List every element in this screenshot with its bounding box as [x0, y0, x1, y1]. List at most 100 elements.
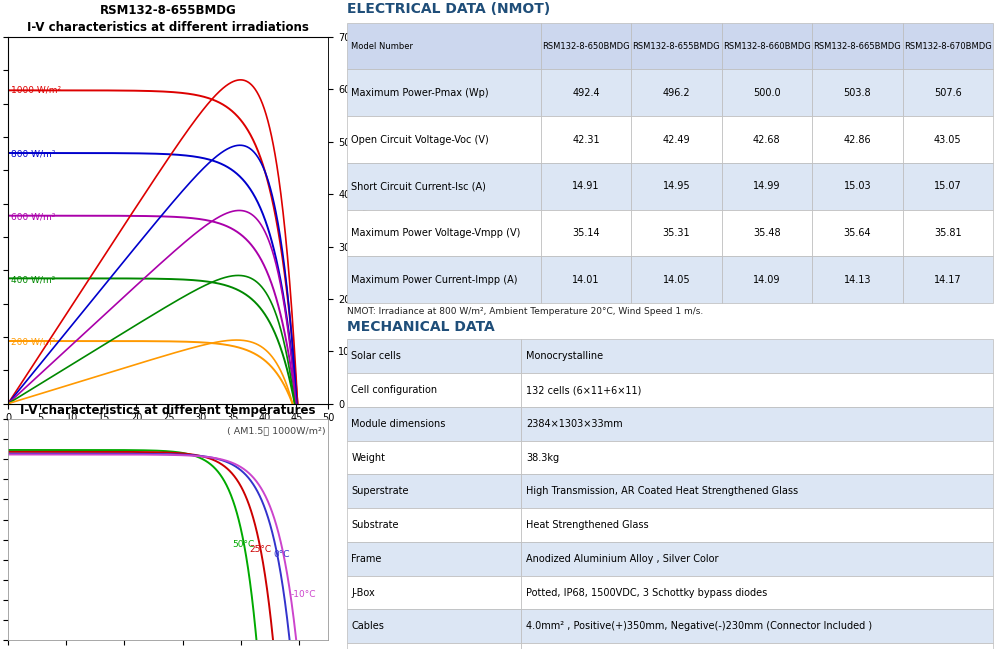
Text: 14.09: 14.09: [753, 275, 780, 285]
Text: 800 W/m²: 800 W/m²: [11, 150, 56, 159]
Text: Monocrystalline: Monocrystalline: [526, 351, 603, 361]
Bar: [521, 643, 993, 649]
Bar: [347, 576, 521, 609]
Bar: [902, 23, 993, 69]
Text: 38.3kg: 38.3kg: [526, 452, 559, 463]
Bar: [347, 373, 521, 407]
Text: 0°C: 0°C: [273, 550, 289, 559]
Text: 1000 W/m²: 1000 W/m²: [11, 86, 61, 95]
Text: J-Box: J-Box: [351, 587, 375, 598]
Text: 2384×1303×33mm: 2384×1303×33mm: [526, 419, 623, 429]
Text: ( AM1.5， 1000W/m²): ( AM1.5， 1000W/m²): [227, 426, 325, 435]
Bar: [347, 441, 521, 474]
Text: 35.14: 35.14: [572, 228, 600, 238]
Bar: [521, 407, 993, 441]
Text: RSM132-8-665BMDG: RSM132-8-665BMDG: [813, 42, 901, 51]
X-axis label: Voltage(V): Voltage(V): [141, 429, 196, 439]
Bar: [347, 210, 541, 256]
Bar: [521, 609, 993, 643]
Bar: [521, 508, 993, 542]
Bar: [521, 373, 993, 407]
Text: Solar cells: Solar cells: [351, 351, 401, 361]
Text: 14.01: 14.01: [572, 275, 600, 285]
Bar: [521, 474, 993, 508]
Bar: [347, 508, 521, 542]
Bar: [902, 163, 993, 210]
Text: Weight: Weight: [351, 452, 385, 463]
Bar: [347, 609, 521, 643]
Bar: [521, 542, 993, 576]
Bar: [631, 210, 722, 256]
Text: 400 W/m²: 400 W/m²: [11, 275, 56, 284]
Text: 492.4: 492.4: [572, 88, 600, 98]
Text: Model Number: Model Number: [350, 42, 413, 51]
Bar: [902, 116, 993, 163]
Bar: [722, 163, 812, 210]
Bar: [722, 210, 812, 256]
Text: 15.07: 15.07: [934, 181, 962, 191]
Bar: [541, 23, 631, 69]
Text: 42.86: 42.86: [843, 134, 871, 145]
Bar: [347, 474, 521, 508]
Bar: [722, 69, 812, 116]
Bar: [347, 23, 541, 69]
Bar: [812, 23, 902, 69]
Text: MECHANICAL DATA: MECHANICAL DATA: [347, 320, 495, 334]
Text: 14.17: 14.17: [934, 275, 962, 285]
Bar: [812, 210, 902, 256]
Text: 25°C: 25°C: [250, 545, 271, 554]
Text: -10°C: -10°C: [290, 591, 316, 599]
Text: 15.03: 15.03: [843, 181, 871, 191]
Text: 35.31: 35.31: [663, 228, 691, 238]
Bar: [631, 256, 722, 303]
Bar: [902, 256, 993, 303]
Bar: [521, 339, 993, 373]
Text: 503.8: 503.8: [843, 88, 871, 98]
Text: 14.13: 14.13: [843, 275, 871, 285]
Text: Cell configuration: Cell configuration: [351, 385, 437, 395]
Text: 35.81: 35.81: [934, 228, 962, 238]
Text: 14.99: 14.99: [753, 181, 780, 191]
Bar: [722, 116, 812, 163]
Text: 50°C: 50°C: [233, 540, 254, 549]
Bar: [347, 256, 541, 303]
Bar: [347, 69, 541, 116]
Text: Open Circuit Voltage-Voc (V): Open Circuit Voltage-Voc (V): [350, 134, 488, 145]
Text: RSM132-8-660BMDG: RSM132-8-660BMDG: [723, 42, 810, 51]
Text: 42.68: 42.68: [753, 134, 780, 145]
Text: Heat Strengthened Glass: Heat Strengthened Glass: [526, 520, 649, 530]
Text: Frame: Frame: [351, 554, 382, 564]
Text: Short Circuit Current-Isc (A): Short Circuit Current-Isc (A): [350, 181, 486, 191]
Bar: [631, 163, 722, 210]
Title: RSM132-8-655BMDG
I-V characteristics at different irradiations: RSM132-8-655BMDG I-V characteristics at …: [27, 5, 309, 34]
Text: Maximum Power Current-Impp (A): Maximum Power Current-Impp (A): [350, 275, 517, 285]
Bar: [541, 256, 631, 303]
Text: NMOT: Irradiance at 800 W/m², Ambient Temperature 20°C, Wind Speed 1 m/s.: NMOT: Irradiance at 800 W/m², Ambient Te…: [347, 307, 704, 316]
Bar: [812, 256, 902, 303]
Text: 4.0mm² , Positive(+)350mm, Negative(-)230mm (Connector Included ): 4.0mm² , Positive(+)350mm, Negative(-)23…: [526, 621, 872, 631]
Text: 600 W/m²: 600 W/m²: [11, 212, 56, 221]
Text: 132 cells (6×11+6×11): 132 cells (6×11+6×11): [526, 385, 642, 395]
Bar: [347, 407, 521, 441]
Text: 14.95: 14.95: [663, 181, 691, 191]
Text: 200 W/m²: 200 W/m²: [11, 337, 56, 347]
Title: I-V characteristics at different temperatures: I-V characteristics at different tempera…: [20, 404, 316, 417]
Text: RSM132-8-655BMDG: RSM132-8-655BMDG: [633, 42, 721, 51]
Text: High Transmission, AR Coated Heat Strengthened Glass: High Transmission, AR Coated Heat Streng…: [526, 486, 798, 496]
Text: RSM132-8-650BMDG: RSM132-8-650BMDG: [542, 42, 630, 51]
Text: Module dimensions: Module dimensions: [351, 419, 446, 429]
Text: 35.48: 35.48: [753, 228, 780, 238]
Text: 42.31: 42.31: [572, 134, 600, 145]
Text: ELECTRICAL DATA (NMOT): ELECTRICAL DATA (NMOT): [347, 2, 550, 16]
Text: 43.05: 43.05: [934, 134, 962, 145]
Bar: [521, 441, 993, 474]
Text: Maximum Power-Pmax (Wp): Maximum Power-Pmax (Wp): [350, 88, 488, 98]
Bar: [541, 210, 631, 256]
Text: 42.49: 42.49: [663, 134, 691, 145]
Bar: [902, 69, 993, 116]
Bar: [541, 116, 631, 163]
Text: Superstrate: Superstrate: [351, 486, 409, 496]
Bar: [631, 116, 722, 163]
Bar: [631, 23, 722, 69]
Bar: [347, 643, 521, 649]
